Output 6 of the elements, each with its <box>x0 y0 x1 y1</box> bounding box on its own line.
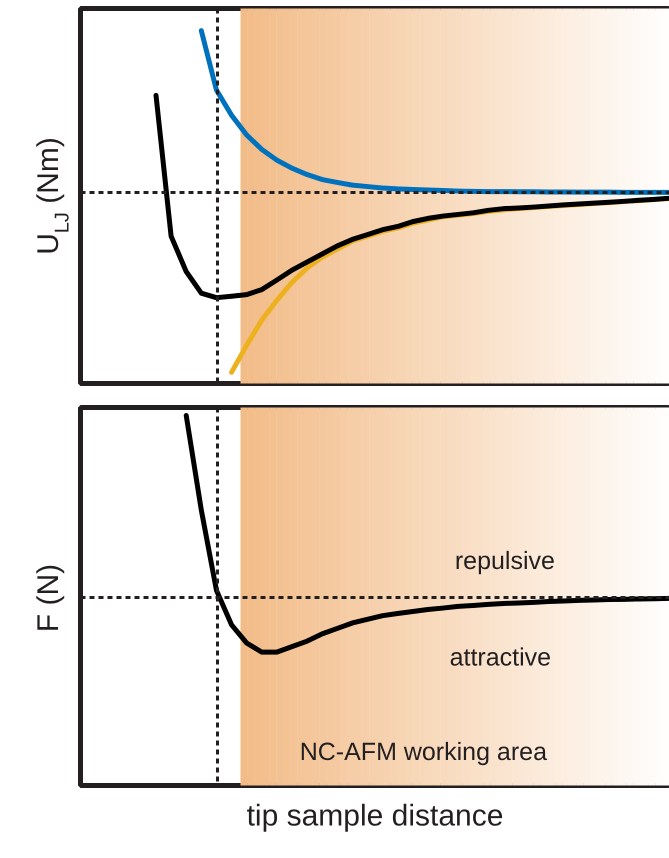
text: NC-AFM working area <box>300 738 548 766</box>
x-axis-title: tip sample distance <box>246 800 504 832</box>
annotation: repulsive <box>454 547 555 576</box>
y-axis-title: F (N) <box>32 564 65 632</box>
annotation: attractive <box>450 644 552 672</box>
y-axis-title: ULJ (Nm) <box>32 137 74 255</box>
